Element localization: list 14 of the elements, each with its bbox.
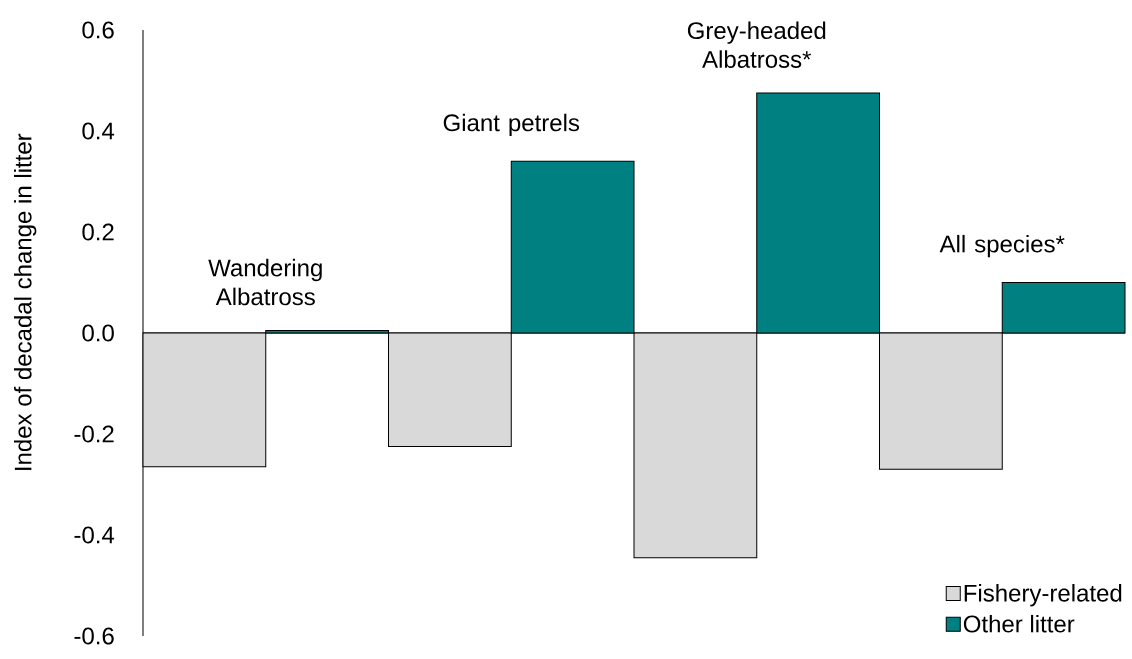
y-tick-label: -0.4	[74, 526, 115, 544]
x-tick-label: Wandering Albatross	[208, 258, 322, 306]
y-tick-label: 0.2	[82, 223, 114, 241]
legend-label: Other litter	[963, 614, 1075, 633]
y-tick-label: -0.2	[74, 425, 114, 443]
x-tick-label: All species*	[939, 234, 1065, 258]
x-tick-label: Giant petrels	[443, 113, 580, 137]
legend-label: Fishery-related	[964, 584, 1122, 607]
y-tick-label: 0.0	[82, 324, 114, 342]
x-tick-label: Grey-headed Albatross*	[687, 21, 826, 68]
y-axis-title: Index of decadal change in litter	[13, 133, 37, 470]
y-tick-label: -0.6	[74, 627, 114, 645]
y-tick-label: 0.6	[82, 21, 114, 39]
y-tick-label: 0.4	[82, 122, 115, 140]
